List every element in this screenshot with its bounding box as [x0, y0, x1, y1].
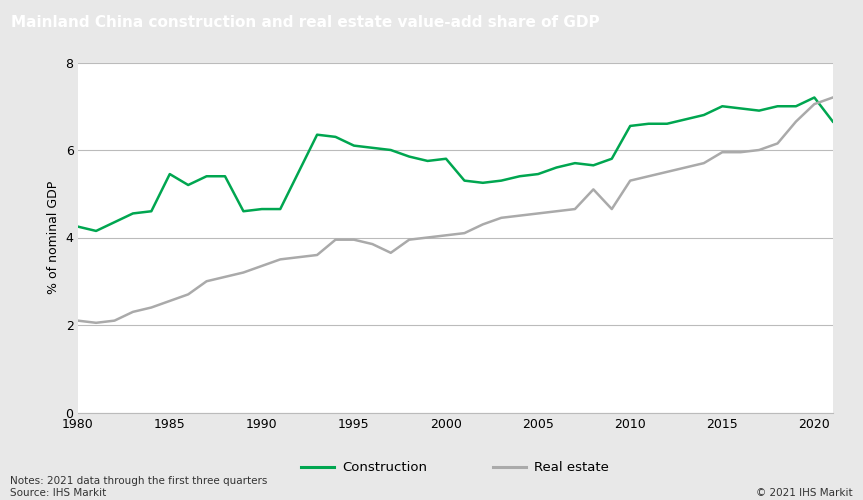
Text: Mainland China construction and real estate value-add share of GDP: Mainland China construction and real est…	[11, 15, 600, 30]
Y-axis label: % of nominal GDP: % of nominal GDP	[47, 181, 60, 294]
Text: © 2021 IHS Markit: © 2021 IHS Markit	[756, 488, 853, 498]
Legend: Construction, Real estate: Construction, Real estate	[296, 456, 614, 479]
Text: Notes: 2021 data through the first three quarters
Source: IHS Markit: Notes: 2021 data through the first three…	[10, 476, 268, 498]
